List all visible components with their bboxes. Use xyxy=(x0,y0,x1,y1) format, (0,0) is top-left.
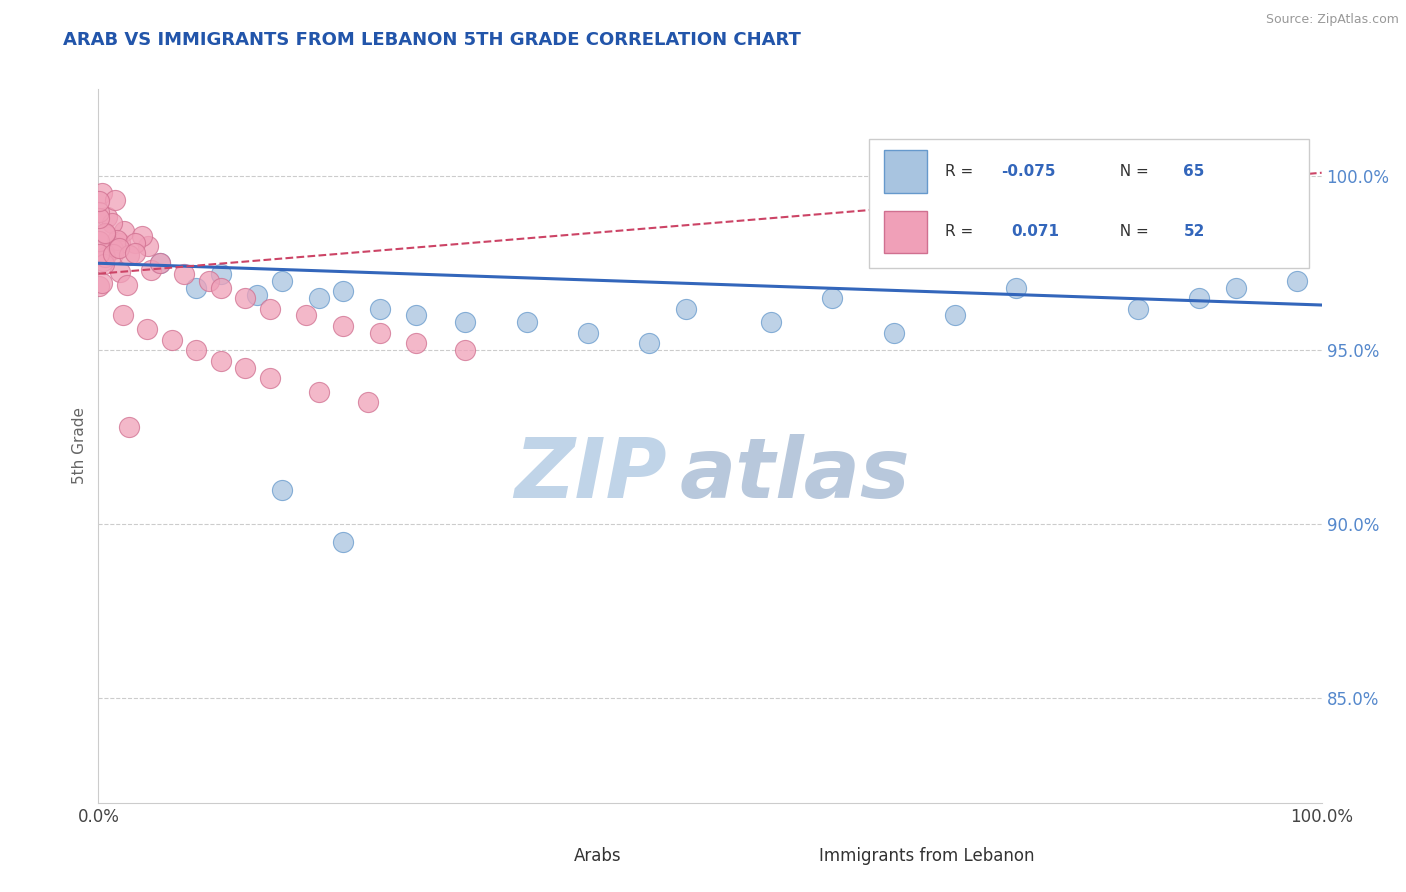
Point xyxy=(93,250,115,264)
Point xyxy=(112,224,135,238)
Point xyxy=(821,291,844,305)
Bar xyxy=(884,150,927,193)
Point xyxy=(115,278,138,293)
Bar xyxy=(778,845,811,872)
Point xyxy=(87,194,110,208)
Point xyxy=(94,227,117,241)
Point xyxy=(943,309,966,323)
Point xyxy=(131,229,153,244)
Point xyxy=(91,276,114,290)
Point xyxy=(111,309,134,323)
Point xyxy=(368,301,391,316)
Text: ZIP: ZIP xyxy=(515,434,668,515)
Text: R =: R = xyxy=(945,164,979,178)
Text: ARAB VS IMMIGRANTS FROM LEBANON 5TH GRADE CORRELATION CHART: ARAB VS IMMIGRANTS FROM LEBANON 5TH GRAD… xyxy=(63,31,801,49)
Point xyxy=(270,483,294,497)
Point xyxy=(105,233,128,247)
Point xyxy=(638,336,661,351)
Text: 52: 52 xyxy=(1184,225,1205,239)
Point xyxy=(87,234,110,248)
Text: Arabs: Arabs xyxy=(574,847,621,865)
Point xyxy=(270,274,294,288)
Y-axis label: 5th Grade: 5th Grade xyxy=(72,408,87,484)
Point xyxy=(186,280,208,294)
Point xyxy=(93,257,115,271)
Point xyxy=(356,395,378,409)
Point xyxy=(332,318,354,333)
Point xyxy=(87,246,110,260)
Point xyxy=(110,265,132,279)
Point xyxy=(89,211,111,226)
Point xyxy=(1128,301,1150,316)
Point xyxy=(761,315,783,329)
Point xyxy=(110,235,132,250)
Text: N =: N = xyxy=(1109,225,1154,239)
Point xyxy=(1004,280,1026,294)
Point xyxy=(209,267,232,281)
Point xyxy=(259,371,281,385)
Point xyxy=(91,254,114,268)
Point xyxy=(136,239,159,253)
Point xyxy=(1225,280,1247,294)
Point xyxy=(136,322,159,336)
Point xyxy=(103,243,125,257)
Text: Immigrants from Lebanon: Immigrants from Lebanon xyxy=(818,847,1035,865)
Point xyxy=(160,333,183,347)
Point xyxy=(308,291,330,305)
Text: 0.071: 0.071 xyxy=(1011,225,1059,239)
Point xyxy=(107,241,129,255)
Point xyxy=(1188,291,1211,305)
Text: 65: 65 xyxy=(1184,164,1205,178)
Point xyxy=(454,315,477,329)
Text: Source: ZipAtlas.com: Source: ZipAtlas.com xyxy=(1265,13,1399,27)
Point xyxy=(675,301,697,316)
Point xyxy=(124,236,146,251)
Point xyxy=(209,353,232,368)
Point xyxy=(308,385,330,400)
Point xyxy=(93,245,115,260)
Point xyxy=(405,336,427,351)
Point xyxy=(332,284,354,298)
Point xyxy=(233,360,256,375)
Point xyxy=(332,534,354,549)
Point xyxy=(1286,274,1309,288)
Point xyxy=(101,246,124,260)
Point xyxy=(515,315,537,329)
Point xyxy=(368,326,391,340)
Point xyxy=(233,291,256,305)
Point xyxy=(883,326,905,340)
Point xyxy=(576,326,599,340)
Point xyxy=(141,262,163,277)
Point xyxy=(101,216,124,230)
Text: -0.075: -0.075 xyxy=(1001,164,1056,178)
Text: atlas: atlas xyxy=(679,434,910,515)
Point xyxy=(454,343,477,358)
Point xyxy=(87,278,110,293)
FancyBboxPatch shape xyxy=(869,139,1309,268)
Point xyxy=(94,227,117,241)
Point xyxy=(104,193,127,207)
Point xyxy=(186,343,208,358)
Point xyxy=(96,210,118,224)
Point xyxy=(91,186,114,201)
Point xyxy=(259,301,281,316)
Point xyxy=(89,204,111,219)
Point xyxy=(209,280,232,294)
Point xyxy=(405,309,427,323)
Point xyxy=(173,267,195,281)
Bar xyxy=(884,211,927,253)
Point xyxy=(124,245,146,260)
Point xyxy=(149,256,172,270)
Point xyxy=(197,274,219,288)
Point xyxy=(246,287,269,301)
Point xyxy=(295,309,318,323)
Text: R =: R = xyxy=(945,225,983,239)
Bar xyxy=(533,845,567,872)
Point xyxy=(118,248,141,262)
Point xyxy=(149,256,172,270)
Point xyxy=(118,420,141,434)
Text: N =: N = xyxy=(1109,164,1154,178)
